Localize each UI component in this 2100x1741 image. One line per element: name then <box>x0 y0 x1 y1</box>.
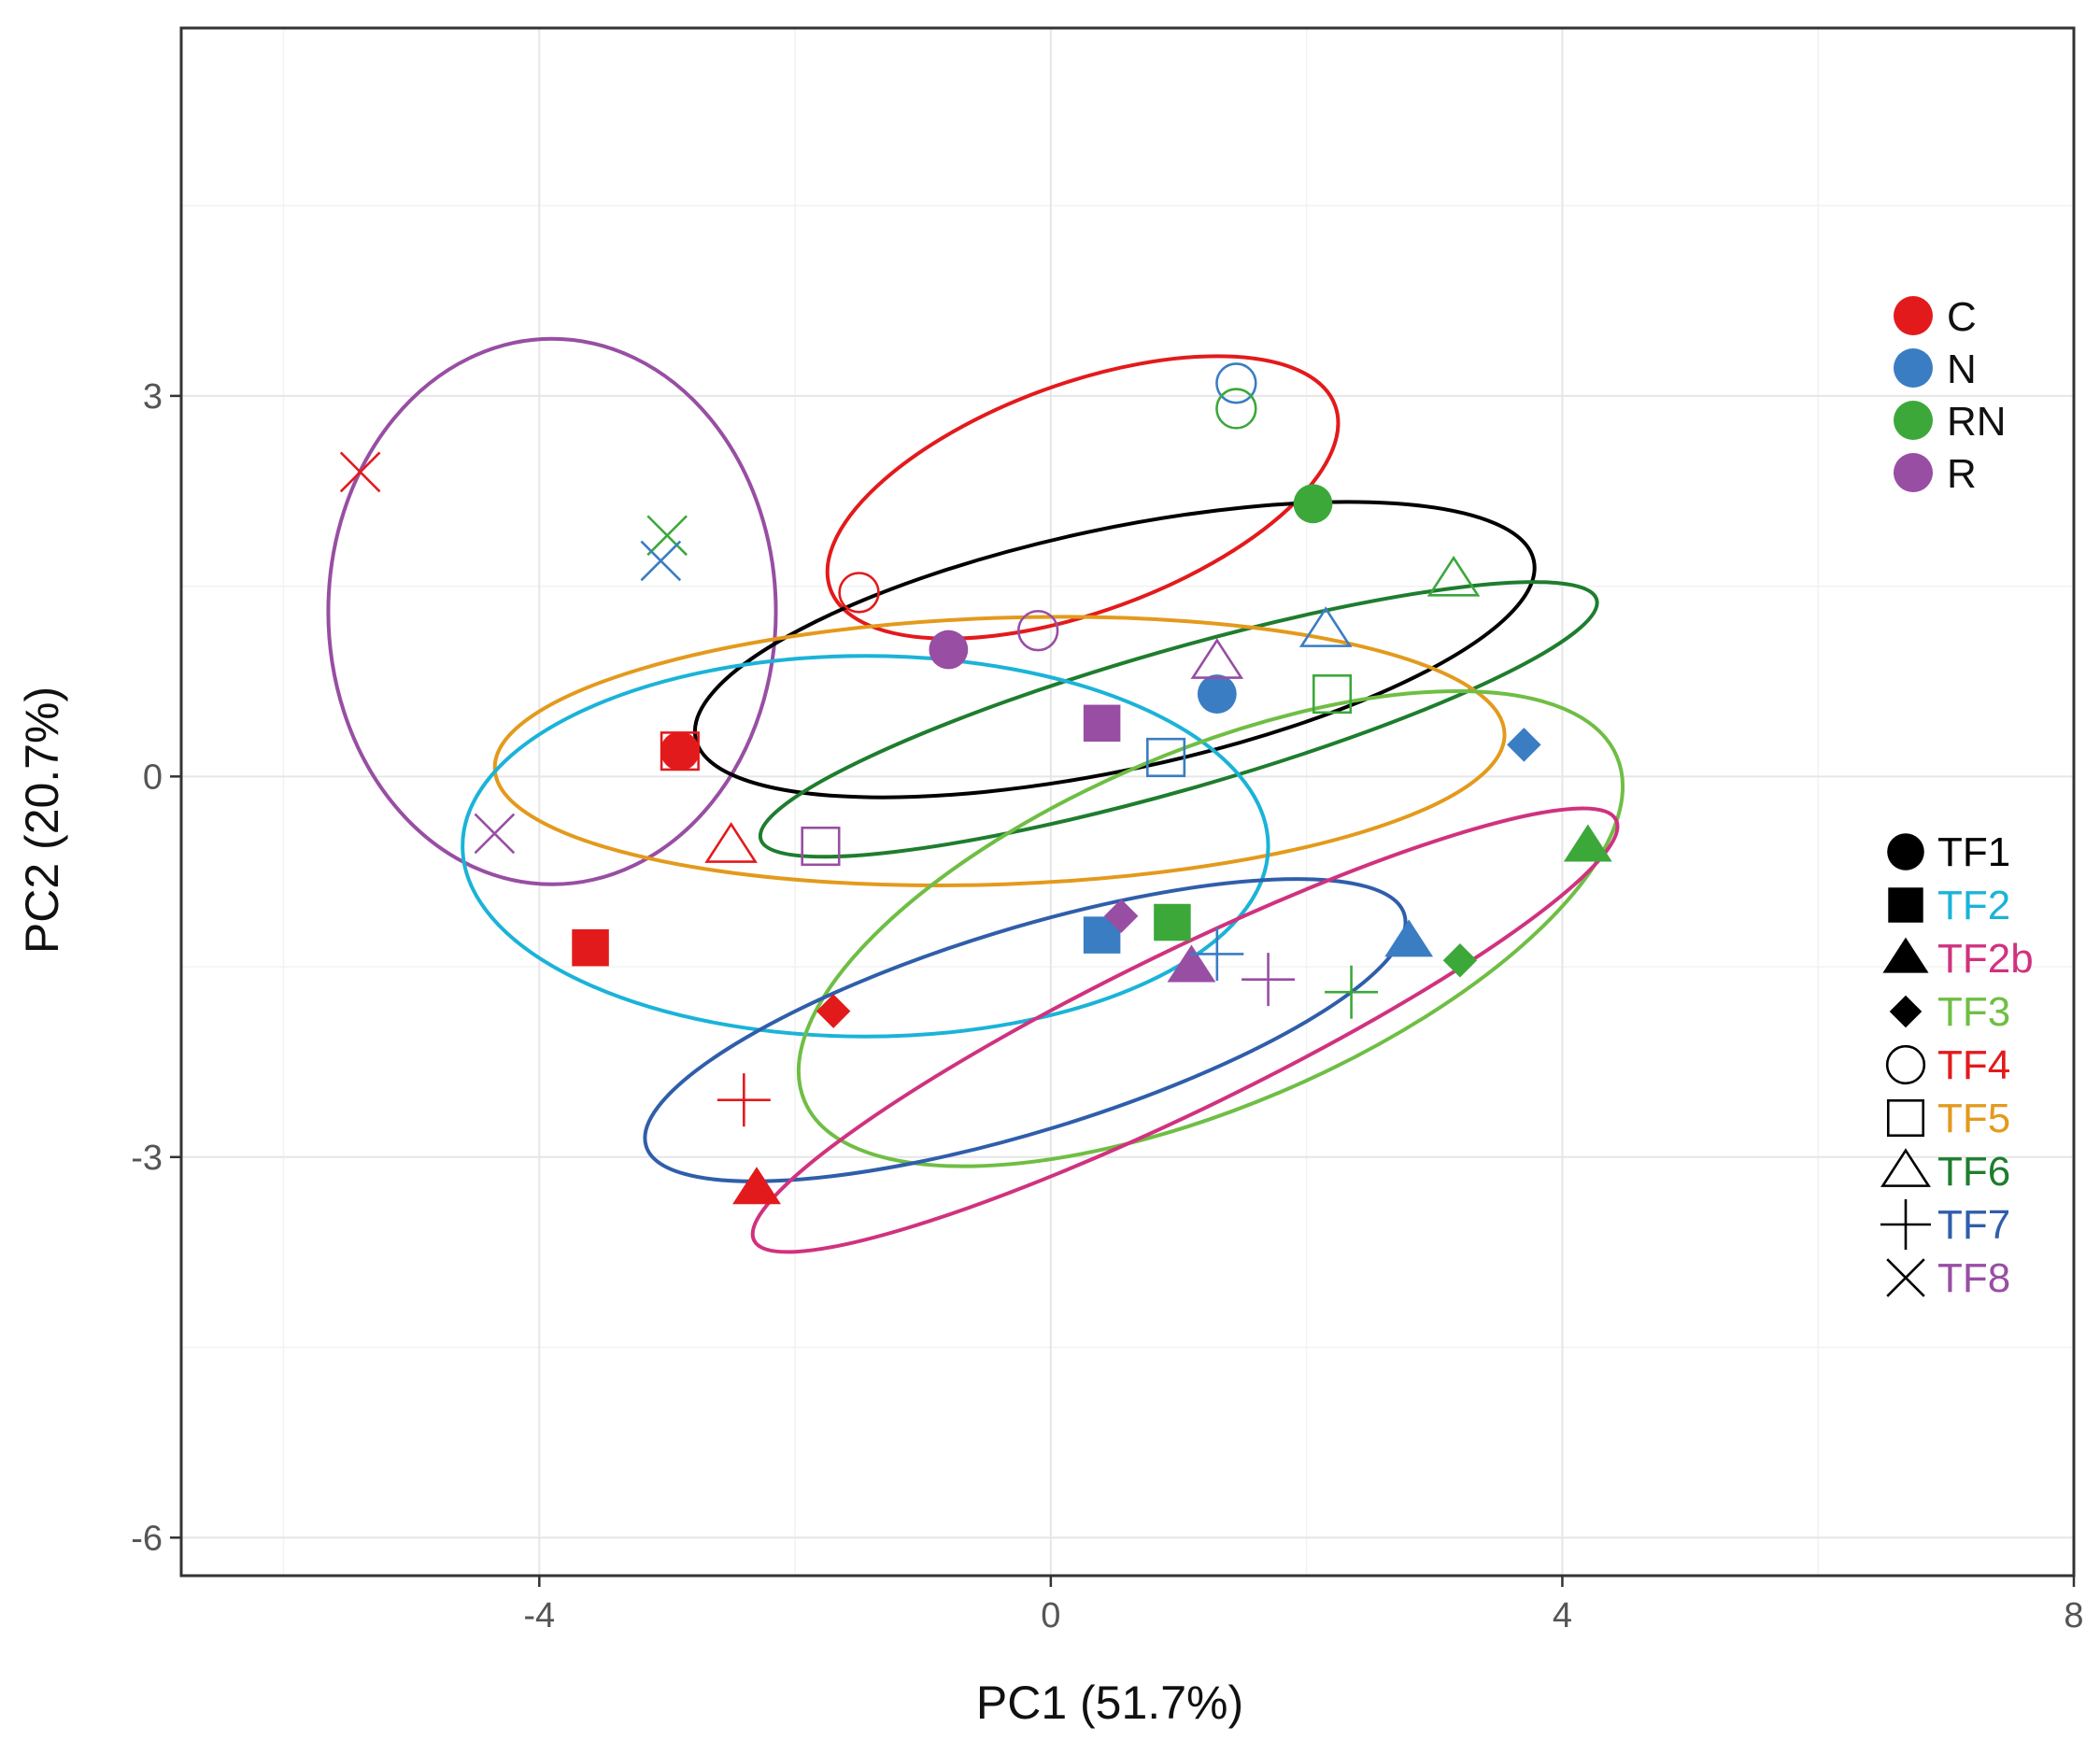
x-tick-label: 0 <box>1041 1596 1060 1635</box>
legend-key-tf2b <box>1882 937 1929 973</box>
ellipse-tf4 <box>825 354 1341 641</box>
grid-lines <box>181 28 2075 1576</box>
point-square-open-n <box>1146 737 1186 778</box>
y-tick-label: -6 <box>131 1519 163 1558</box>
treatment-legend: CN RN R <box>1894 294 2007 497</box>
point-cross-c <box>339 451 381 493</box>
point-plus-rn <box>1325 965 1379 1019</box>
legend-label-c: C <box>1947 294 1977 340</box>
ellipse-tf2b <box>750 806 1620 1254</box>
point-square-filled-c <box>572 928 609 967</box>
point-triangle-open-rn <box>1426 555 1481 597</box>
legend-label-r: R <box>1947 451 1977 497</box>
legend-label-tf7: TF7 <box>1937 1202 2010 1248</box>
legend-label-n: N <box>1947 347 1977 392</box>
point-triangle-filled-n <box>1384 919 1434 957</box>
legend-label-tf4: TF4 <box>1937 1042 2010 1088</box>
legend-key-tf6 <box>1880 1148 1931 1187</box>
y-axis-title: PC2 (20.7%) <box>16 686 68 954</box>
point-circle-filled-rn <box>1293 484 1333 524</box>
legend-label-tf6: TF6 <box>1937 1149 2010 1195</box>
point-cross-r <box>474 813 516 855</box>
legend-key-tf1 <box>1887 833 1924 870</box>
y-tick-label: 3 <box>143 377 163 417</box>
point-triangle-open-r <box>1190 638 1244 679</box>
point-diamond-filled-c <box>816 994 851 1028</box>
point-triangle-filled-c <box>732 1167 781 1205</box>
legend-label-tf2b: TF2b <box>1937 936 2034 982</box>
point-plus-c <box>717 1073 771 1127</box>
legend-label-rn: RN <box>1947 399 2007 445</box>
point-square-open-rn <box>1312 673 1353 715</box>
x-axis-title: PC1 (51.7%) <box>976 1677 1243 1729</box>
ellipse-tf2 <box>461 654 1270 1039</box>
tf-legend: TF1 TF2 TF2b TF3 TF4 TF5 TF6 TF7 TF8 <box>1880 829 2034 1301</box>
point-circle-filled-n <box>1197 674 1237 714</box>
point-cross-n <box>640 540 682 582</box>
ellipse-tf5 <box>492 615 1507 887</box>
legend-label-tf2: TF2 <box>1937 883 2010 928</box>
legend-key-tf7 <box>1880 1199 1931 1250</box>
point-plus-n <box>1190 927 1244 981</box>
ellipse-tf3 <box>796 688 1625 1168</box>
legend-key-tf3 <box>1889 995 1923 1028</box>
point-triangle-filled-rn <box>1563 824 1612 862</box>
legend-key-r <box>1894 453 1933 492</box>
axes: PC1 (51.7%) PC2 (20.7%) -4 0 4 8 3 0 -3 -6 <box>16 377 2084 1729</box>
point-triangle-filled-r <box>1167 944 1216 983</box>
x-tick-label: 8 <box>2064 1596 2083 1635</box>
legend-key-tf4 <box>1885 1044 1926 1085</box>
point-diamond-filled-n <box>1507 728 1541 762</box>
plot-panel-border <box>179 26 2076 1578</box>
point-circle-open-r <box>1016 609 1059 652</box>
point-circle-open-n <box>1215 362 1257 404</box>
point-circle-open-rn <box>1215 388 1257 430</box>
point-circle-filled-r <box>929 630 969 670</box>
point-square-filled-rn <box>1154 903 1191 941</box>
legend-key-c <box>1894 296 1933 335</box>
data-points <box>339 362 1612 1205</box>
ellipse-tf8 <box>326 336 778 886</box>
ellipse-tf6 <box>758 580 1599 859</box>
y-tick-label: 0 <box>143 757 163 797</box>
point-circle-open-c <box>838 572 880 614</box>
x-tick-label: 4 <box>1553 1596 1572 1635</box>
legend-key-tf2 <box>1888 887 1923 923</box>
point-diamond-filled-r <box>1103 899 1139 933</box>
point-circle-filled-c <box>660 731 700 771</box>
legend-key-rn <box>1894 401 1933 440</box>
point-diamond-filled-rn <box>1442 943 1478 978</box>
x-tick-label: -4 <box>523 1596 555 1635</box>
y-tick-label: -3 <box>131 1139 163 1178</box>
point-cross-rn <box>646 515 688 557</box>
legend-key-tf5 <box>1886 1098 1925 1138</box>
ellipse-tf7 <box>643 877 1408 1183</box>
legend-label-tf8: TF8 <box>1937 1255 2010 1301</box>
legend-key-tf8 <box>1886 1258 1925 1297</box>
point-plus-r <box>1242 953 1296 1007</box>
point-square-filled-r <box>1083 704 1121 743</box>
point-square-open-r <box>801 826 841 867</box>
point-triangle-open-n <box>1298 606 1353 647</box>
point-square-open-c <box>660 731 700 771</box>
confidence-ellipses <box>326 336 1625 1254</box>
legend-label-tf3: TF3 <box>1937 989 2010 1035</box>
point-triangle-open-c <box>704 822 758 863</box>
legend-label-tf1: TF1 <box>1937 829 2010 875</box>
legend-key-n <box>1894 348 1933 388</box>
legend-label-tf5: TF5 <box>1937 1096 2010 1141</box>
